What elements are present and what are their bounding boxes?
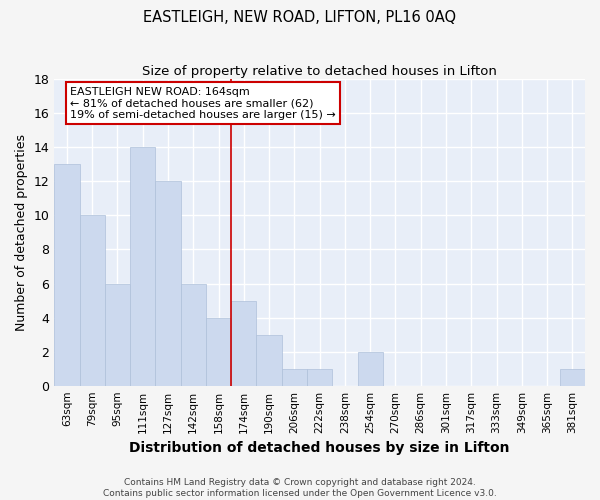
Text: EASTLEIGH, NEW ROAD, LIFTON, PL16 0AQ: EASTLEIGH, NEW ROAD, LIFTON, PL16 0AQ: [143, 10, 457, 25]
Bar: [256, 334, 282, 386]
Bar: [54, 164, 80, 386]
Text: Contains HM Land Registry data © Crown copyright and database right 2024.
Contai: Contains HM Land Registry data © Crown c…: [103, 478, 497, 498]
X-axis label: Distribution of detached houses by size in Lifton: Distribution of detached houses by size …: [130, 441, 510, 455]
Bar: [358, 352, 383, 386]
Bar: [80, 216, 105, 386]
Bar: [155, 182, 181, 386]
Bar: [307, 368, 332, 386]
Bar: [181, 284, 206, 386]
Bar: [282, 368, 307, 386]
Bar: [105, 284, 130, 386]
Y-axis label: Number of detached properties: Number of detached properties: [15, 134, 28, 331]
Title: Size of property relative to detached houses in Lifton: Size of property relative to detached ho…: [142, 65, 497, 78]
Text: EASTLEIGH NEW ROAD: 164sqm
← 81% of detached houses are smaller (62)
19% of semi: EASTLEIGH NEW ROAD: 164sqm ← 81% of deta…: [70, 87, 336, 120]
Bar: [560, 368, 585, 386]
Bar: [130, 148, 155, 386]
Bar: [206, 318, 231, 386]
Bar: [231, 300, 256, 386]
